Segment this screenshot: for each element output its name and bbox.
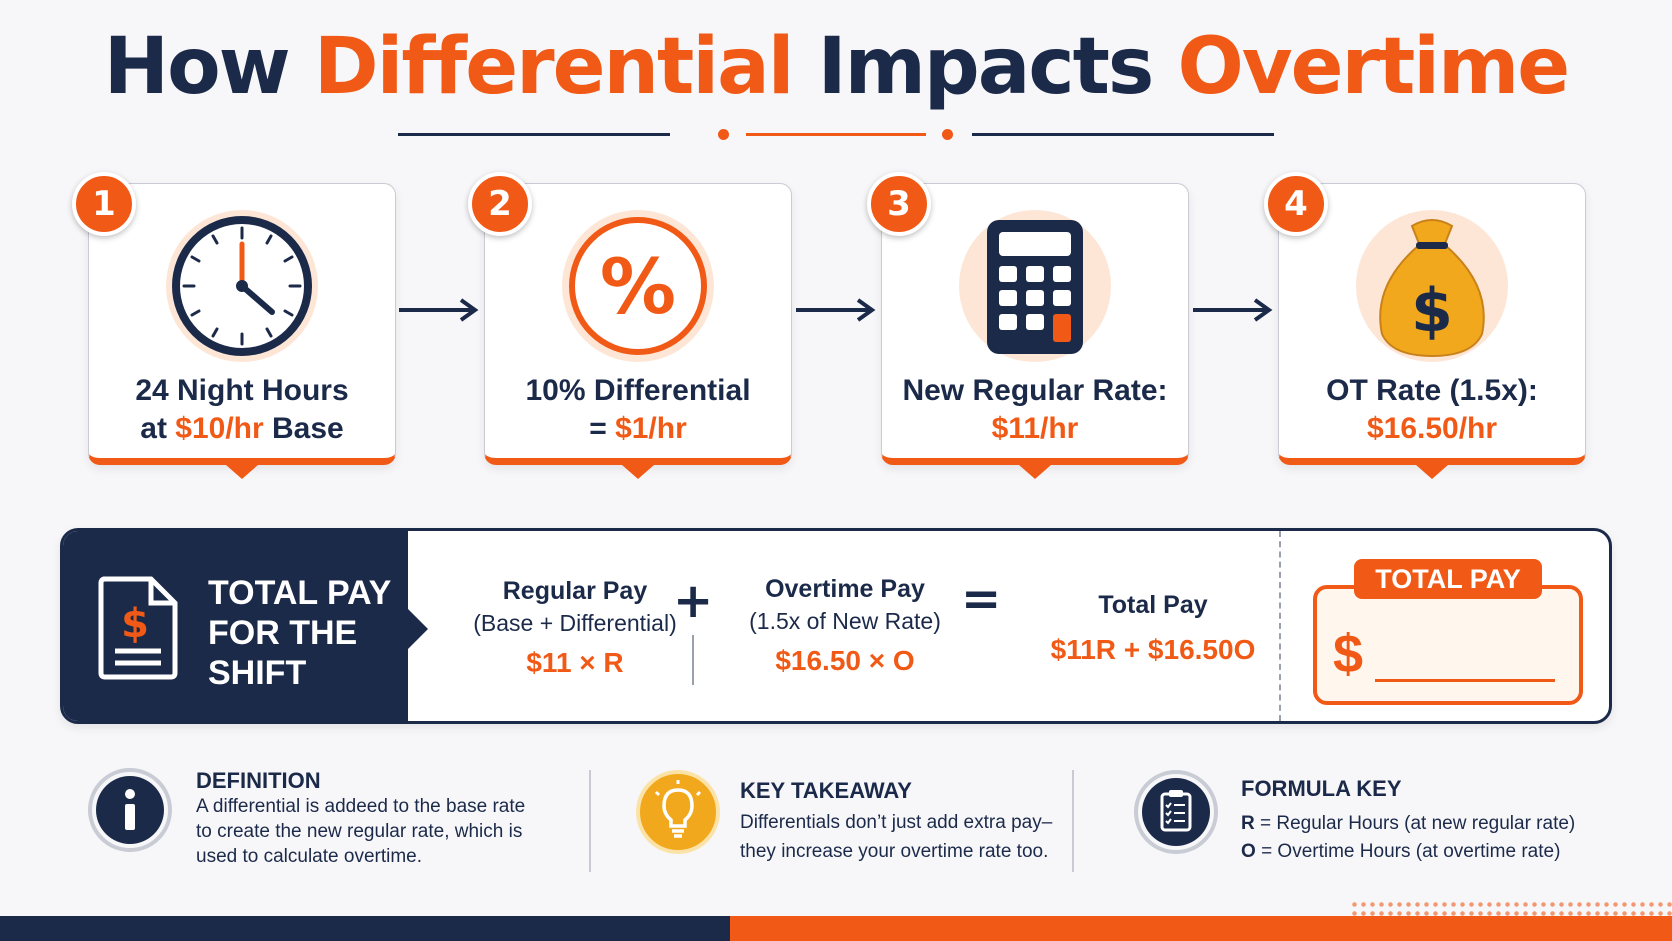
document-dollar-icon: $ — [98, 576, 178, 680]
total-pay-formula: $11R + $16.50O — [1050, 634, 1256, 665]
lightbulb-icon — [636, 770, 720, 854]
arrow-right-icon — [796, 298, 876, 322]
svg-text:%: % — [600, 242, 676, 331]
title-divider-dot-left — [718, 129, 729, 140]
step-3-line-2: $11/hr — [991, 412, 1079, 445]
header-pointer — [408, 609, 428, 649]
step-card-4: $ OT Rate (1.5x): $16.50/hr — [1278, 183, 1586, 479]
footer-orange-band — [712, 916, 1672, 941]
equals-operator: = — [961, 571, 1002, 627]
title-part-3: Impacts — [792, 22, 1178, 112]
clipboard-icon — [1134, 770, 1218, 854]
step-1-line-2: at $10/hr Base — [140, 412, 344, 445]
total-pay-blank-line — [1375, 679, 1555, 682]
step-card-3: New Regular Rate: $11/hr — [881, 183, 1189, 479]
total-pay-column: Total Pay $11R + $16.50O — [1043, 591, 1263, 666]
info-icon — [88, 768, 172, 852]
svg-text:$: $ — [1411, 276, 1453, 346]
step-3-line-1: New Regular Rate: — [902, 374, 1168, 407]
overtime-pay-formula: $16.50 × O — [775, 645, 915, 676]
svg-text:$: $ — [121, 601, 149, 647]
title-divider-right — [972, 133, 1274, 136]
panel-dashed-divider — [1279, 531, 1281, 721]
title-divider-dot-right — [942, 129, 953, 140]
step-2-line-2: = $1/hr — [589, 412, 687, 445]
title-part-1: How — [103, 22, 314, 112]
step-1-line-1: 24 Night Hours — [135, 374, 349, 407]
percent-icon: % — [562, 210, 714, 362]
step-4-line-2: $16.50/hr — [1366, 412, 1498, 445]
step-4-line-1: OT Rate (1.5x): — [1326, 374, 1538, 407]
overtime-pay-subtitle: (1.5x of New Rate) — [749, 608, 941, 634]
total-pay-box-label: TOTAL PAY — [1354, 559, 1542, 599]
step-card-notch — [1416, 465, 1448, 479]
step-badge-2: 2 — [468, 172, 532, 236]
info-separator — [1072, 770, 1074, 872]
title-part-2: Differential — [313, 22, 795, 112]
key-takeaway-heading: KEY TAKEAWAY — [740, 778, 912, 803]
plus-operator: + — [673, 573, 714, 629]
formula-divider — [692, 635, 694, 685]
total-pay-heading: TOTAL PAY FOR THE SHIFT — [208, 574, 392, 692]
title-part-4: Overtime — [1177, 22, 1570, 112]
total-pay-header-block: $ — [63, 531, 428, 721]
step-card-notch — [1019, 465, 1051, 479]
regular-pay-column: Regular Pay (Base + Differential) $11 × … — [455, 577, 695, 679]
formula-key-r: R = Regular Hours (at new regular rate) — [1241, 813, 1576, 834]
total-pay-box-dollar: $ — [1333, 624, 1364, 684]
total-pay-panel: $ TOTAL PAY FOR THE SHIFT Regular Pay (B… — [60, 528, 1612, 724]
definition-heading: DEFINITION — [196, 768, 321, 793]
total-pay-answer-box[interactable] — [1313, 585, 1583, 705]
key-takeaway-text: Differentials don’t just add extra pay– … — [740, 812, 1053, 862]
footer-navy-band — [0, 916, 730, 941]
step-badge-1: 1 — [72, 172, 136, 236]
money-bag-icon: $ — [1356, 210, 1508, 362]
step-card-2: % 10% Differential = $1/hr — [484, 183, 792, 479]
step-badge-3: 3 — [867, 172, 931, 236]
step-card-notch — [226, 465, 258, 479]
step-2-line-1: 10% Differential — [525, 374, 751, 407]
formula-key-heading: FORMULA KEY — [1241, 776, 1402, 801]
clock-icon — [166, 210, 318, 362]
overtime-pay-column: Overtime Pay (1.5x of New Rate) $16.50 ×… — [735, 575, 955, 677]
title-divider-left — [398, 133, 670, 136]
total-pay-title: Total Pay — [1098, 591, 1208, 619]
title-divider-center — [746, 133, 926, 136]
calculator-icon — [959, 210, 1111, 362]
definition-text: A differential is addeed to the base rat… — [196, 796, 526, 867]
formula-key-o: O = Overtime Hours (at overtime rate) — [1241, 841, 1561, 862]
info-separator — [589, 770, 591, 872]
overtime-pay-title: Overtime Pay — [765, 575, 925, 603]
regular-pay-subtitle: (Base + Differential) — [473, 610, 677, 636]
step-card-notch — [622, 465, 654, 479]
regular-pay-title: Regular Pay — [502, 577, 648, 605]
step-badge-4: 4 — [1264, 172, 1328, 236]
page-title: How Differential Impacts Overtime — [0, 22, 1672, 112]
arrow-right-icon — [1193, 298, 1273, 322]
regular-pay-formula: $11 × R — [526, 647, 624, 678]
arrow-right-icon — [399, 298, 479, 322]
step-card-1: 24 Night Hours at $10/hr Base — [88, 183, 396, 479]
